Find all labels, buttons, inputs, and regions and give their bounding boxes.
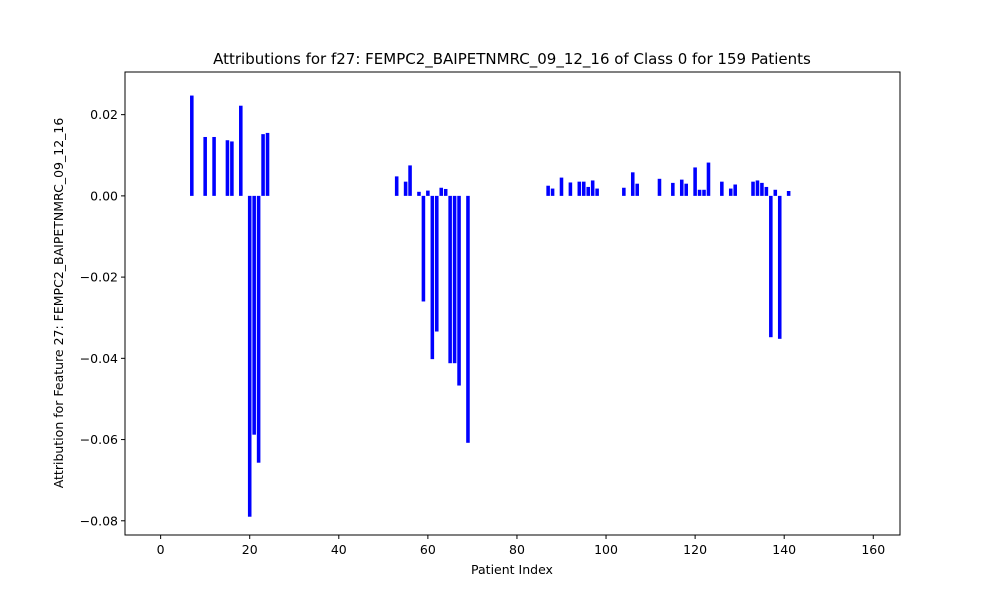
y-tick-label: 0.02: [90, 107, 118, 122]
bar-patient-96: [586, 186, 590, 196]
bar-patient-120: [693, 167, 697, 196]
bar-patient-18: [239, 105, 243, 196]
bar-patient-15: [225, 140, 230, 196]
bar-patient-97: [590, 180, 595, 196]
bar-patient-123: [706, 162, 711, 196]
bar-patient-62: [435, 195, 439, 332]
bar-patient-56: [408, 165, 412, 196]
bar-patient-10: [203, 136, 207, 196]
bar-patient-59: [421, 195, 426, 302]
bar-patient-58: [417, 191, 421, 196]
x-axis-ticks: 0 20 40 60 80 100 120 140 160: [157, 535, 885, 557]
x-tick-label: 80: [509, 542, 525, 557]
bar-patient-136: [764, 186, 769, 196]
y-axis-ticks: −0.08 −0.06 −0.04 −0.02 0.00 0.02: [80, 107, 125, 528]
bar-patient-117: [679, 179, 684, 196]
x-tick-label: 100: [594, 542, 618, 557]
bar-patient-21: [252, 195, 256, 435]
bar-patient-61: [430, 195, 435, 360]
bar-patient-88: [550, 188, 555, 196]
x-tick-label: 20: [242, 542, 258, 557]
bar-patient-65: [448, 195, 452, 364]
x-tick-label: 40: [331, 542, 347, 557]
bar-patient-121: [697, 189, 702, 196]
x-tick-label: 140: [772, 542, 796, 557]
bar-patient-95: [581, 181, 586, 196]
bar-patient-98: [595, 188, 599, 196]
bar-patient-112: [657, 178, 662, 196]
bar-patient-137: [769, 195, 773, 338]
bar-patient-129: [733, 184, 737, 196]
y-tick-label: −0.04: [80, 351, 118, 366]
bar-patient-141: [786, 191, 791, 196]
bar-patient-106: [630, 172, 635, 196]
bar-patient-7: [190, 95, 194, 196]
bar-patient-53: [394, 176, 399, 196]
bar-patient-90: [559, 177, 564, 196]
bar-patient-118: [684, 183, 688, 196]
bar-patient-138: [773, 189, 778, 196]
bar-patient-66: [452, 195, 457, 364]
bar-patient-134: [755, 180, 760, 196]
bar-patient-60: [426, 190, 430, 196]
bar-patient-92: [568, 182, 573, 196]
x-tick-label: 60: [420, 542, 436, 557]
bar-patient-135: [760, 182, 764, 196]
x-tick-label: 0: [157, 542, 165, 557]
bar-patient-24: [265, 132, 270, 196]
bar-patient-67: [457, 195, 461, 386]
y-axis-title: Attribution for Feature 27: FEMPC2_BAIPE…: [51, 118, 66, 489]
bar-patient-69: [466, 195, 470, 443]
x-tick-label: 160: [861, 542, 885, 557]
bar-patient-104: [622, 187, 626, 196]
bar-patient-16: [230, 141, 234, 196]
y-tick-label: −0.06: [80, 432, 118, 447]
bar-patient-87: [546, 185, 550, 196]
bar-patient-63: [439, 187, 444, 196]
bars: [190, 95, 791, 517]
bar-patient-139: [777, 195, 782, 339]
bar-patient-115: [671, 182, 675, 196]
bar-patient-22: [256, 195, 261, 463]
bar-patient-126: [720, 181, 724, 196]
x-tick-label: 120: [683, 542, 707, 557]
bar-patient-64: [443, 188, 448, 196]
bar-patient-122: [702, 189, 706, 196]
x-axis-title: Patient Index: [471, 562, 553, 577]
bar-patient-55: [403, 181, 408, 196]
bar-patient-23: [261, 134, 265, 196]
bar-patient-133: [751, 181, 755, 196]
y-tick-label: −0.08: [80, 513, 118, 528]
bar-patient-107: [635, 183, 639, 196]
bar-patient-12: [212, 136, 216, 196]
bar-patient-128: [728, 188, 733, 196]
bar-patient-20: [247, 195, 252, 517]
plot-frame: [124, 71, 901, 536]
y-tick-label: 0.00: [90, 188, 118, 203]
chart-title: Attributions for f27: FEMPC2_BAIPETNMRC_…: [213, 50, 811, 69]
y-tick-label: −0.02: [80, 270, 118, 285]
bar-patient-94: [577, 181, 582, 196]
